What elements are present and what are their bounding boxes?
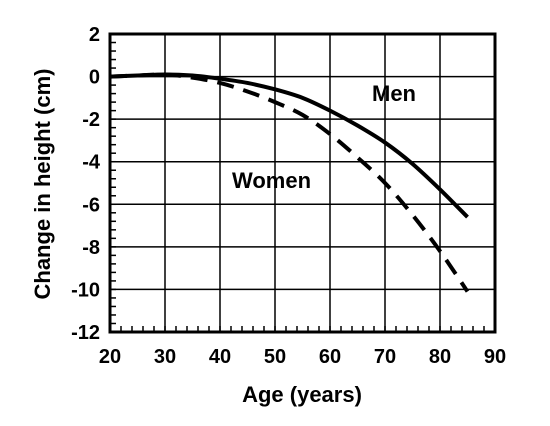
y-tick-label--4: -4 [82,152,101,174]
x-tick-labels: 20 30 40 50 60 70 80 90 [99,346,506,368]
y-tick-label-2: 2 [89,24,100,46]
y-tick-label--10: -10 [71,279,100,301]
x-tick-label-70: 70 [374,346,396,368]
x-axis-title: Age (years) [242,382,362,407]
x-tick-label-20: 20 [99,346,121,368]
legend-label-men: Men [372,81,416,106]
y-axis-title: Change in height (cm) [30,69,55,300]
x-tick-label-60: 60 [319,346,341,368]
y-tick-labels: 2 0 -2 -4 -6 -8 -10 -12 [71,24,101,344]
plot-frame [108,32,497,334]
y-tick-label--2: -2 [82,109,100,131]
x-tick-label-40: 40 [209,346,231,368]
series-line-women [109,72,470,293]
x-tick-label-30: 30 [154,346,176,368]
x-tick-label-80: 80 [429,346,451,368]
y-tick-label--12: -12 [71,322,100,344]
series-lines [109,72,470,293]
x-tick-label-90: 90 [484,346,506,368]
y-tick-label--6: -6 [82,194,100,216]
y-tick-label-0: 0 [89,67,100,89]
y-tick-label--8: -8 [82,237,100,259]
legend-label-women: Women [232,168,311,193]
x-tick-label-50: 50 [264,346,286,368]
